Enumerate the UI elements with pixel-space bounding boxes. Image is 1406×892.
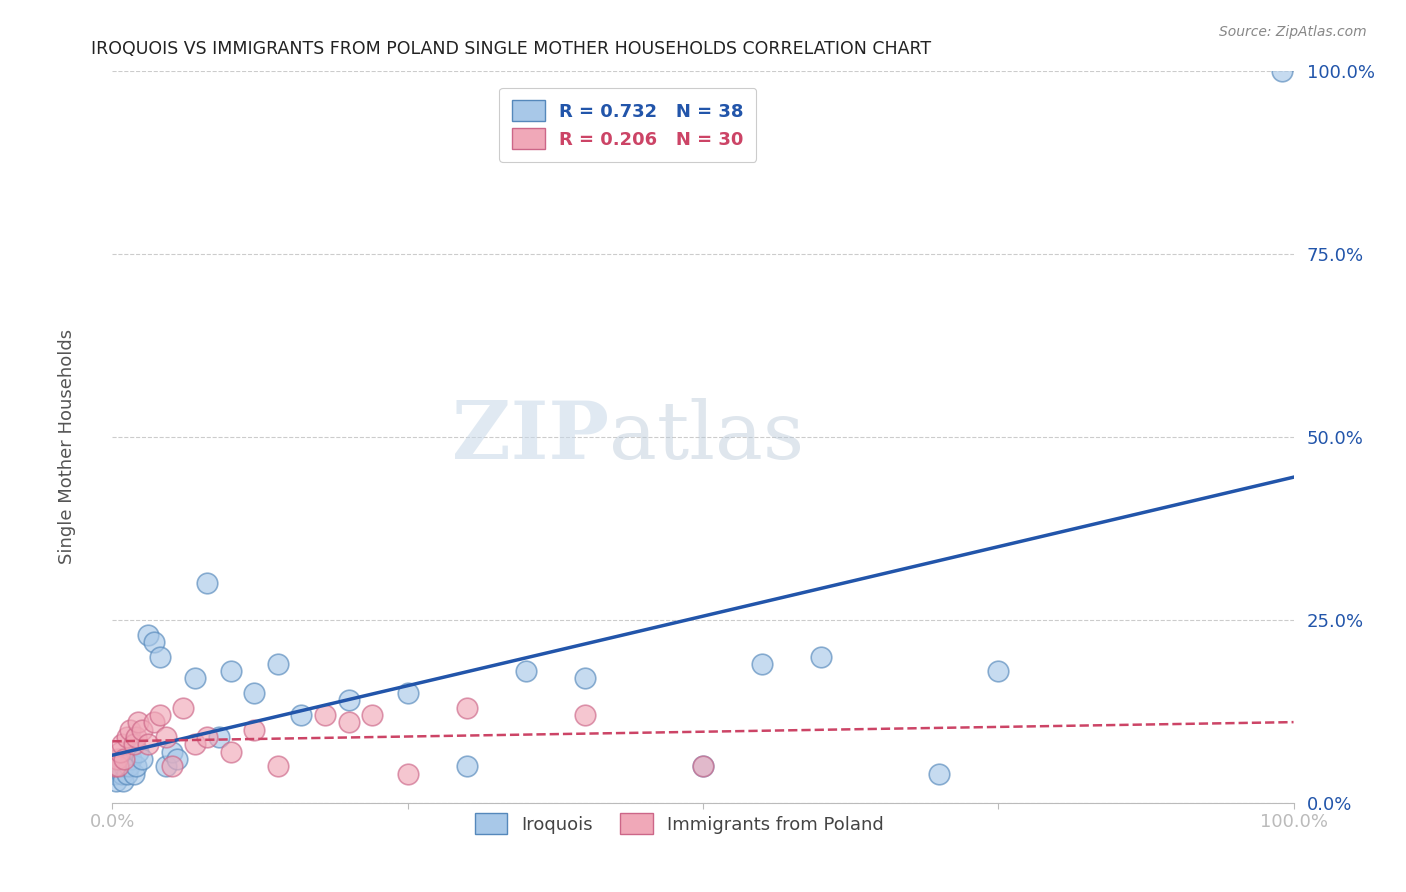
Point bbox=[184, 737, 207, 751]
Point bbox=[267, 657, 290, 671]
Point bbox=[131, 752, 153, 766]
Point bbox=[219, 745, 242, 759]
Point bbox=[125, 730, 148, 744]
Point bbox=[104, 759, 127, 773]
Point bbox=[112, 773, 135, 788]
Point bbox=[810, 649, 832, 664]
Point bbox=[149, 649, 172, 664]
Point bbox=[396, 686, 419, 700]
Point bbox=[115, 730, 138, 744]
Point bbox=[396, 766, 419, 780]
Point bbox=[122, 766, 145, 780]
Point bbox=[172, 700, 194, 714]
Point bbox=[111, 766, 134, 780]
Point bbox=[125, 759, 148, 773]
Point bbox=[314, 708, 336, 723]
Point bbox=[105, 773, 128, 788]
Point bbox=[243, 686, 266, 700]
Point bbox=[136, 737, 159, 751]
Point bbox=[751, 657, 773, 671]
Point bbox=[928, 766, 950, 780]
Point bbox=[111, 737, 134, 751]
Text: Source: ZipAtlas.com: Source: ZipAtlas.com bbox=[1219, 25, 1367, 39]
Point bbox=[1271, 64, 1294, 78]
Point bbox=[243, 723, 266, 737]
Point bbox=[127, 745, 149, 759]
Text: ZIP: ZIP bbox=[451, 398, 609, 476]
Point bbox=[104, 766, 127, 780]
Text: Single Mother Households: Single Mother Households bbox=[59, 328, 76, 564]
Point bbox=[208, 730, 231, 744]
Point bbox=[108, 745, 131, 759]
Point bbox=[195, 576, 218, 591]
Point bbox=[118, 759, 141, 773]
Point bbox=[105, 752, 128, 766]
Point bbox=[155, 759, 177, 773]
Point bbox=[574, 708, 596, 723]
Point bbox=[456, 759, 478, 773]
Point bbox=[142, 715, 165, 730]
Point bbox=[195, 730, 218, 744]
Point bbox=[127, 715, 149, 730]
Point bbox=[184, 672, 207, 686]
Point bbox=[166, 752, 188, 766]
Point bbox=[160, 759, 183, 773]
Point bbox=[112, 759, 135, 773]
Point bbox=[107, 759, 129, 773]
Point bbox=[337, 715, 360, 730]
Text: IROQUOIS VS IMMIGRANTS FROM POLAND SINGLE MOTHER HOUSEHOLDS CORRELATION CHART: IROQUOIS VS IMMIGRANTS FROM POLAND SINGL… bbox=[91, 40, 932, 58]
Point bbox=[149, 708, 172, 723]
Point bbox=[515, 664, 537, 678]
Point bbox=[155, 730, 177, 744]
Point bbox=[160, 745, 183, 759]
Point bbox=[122, 737, 145, 751]
Point bbox=[115, 766, 138, 780]
Point bbox=[112, 752, 135, 766]
Point bbox=[574, 672, 596, 686]
Point bbox=[692, 759, 714, 773]
Point bbox=[692, 759, 714, 773]
Point bbox=[108, 752, 131, 766]
Text: atlas: atlas bbox=[609, 398, 804, 476]
Point bbox=[136, 627, 159, 641]
Point bbox=[107, 759, 129, 773]
Point bbox=[987, 664, 1010, 678]
Point bbox=[120, 723, 142, 737]
Point bbox=[120, 752, 142, 766]
Point bbox=[361, 708, 384, 723]
Point bbox=[219, 664, 242, 678]
Point bbox=[290, 708, 312, 723]
Point bbox=[142, 635, 165, 649]
Legend: Iroquois, Immigrants from Poland: Iroquois, Immigrants from Poland bbox=[467, 806, 891, 841]
Point bbox=[267, 759, 290, 773]
Point bbox=[456, 700, 478, 714]
Point bbox=[337, 693, 360, 707]
Point bbox=[131, 723, 153, 737]
